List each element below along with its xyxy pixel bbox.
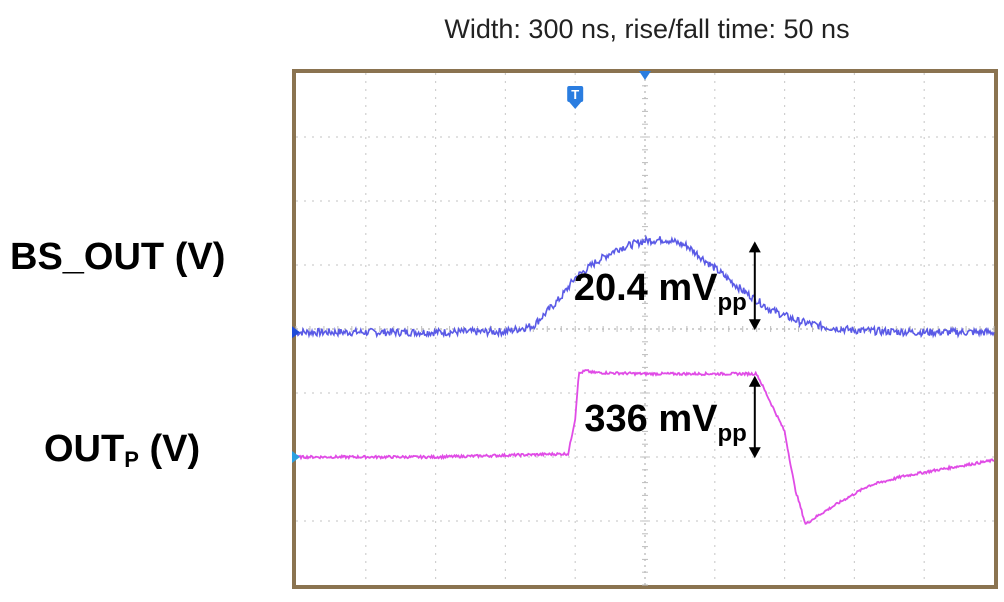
measurement-arrow-head-up (748, 375, 761, 387)
measurement-label-out-p: 336 mVpp (584, 398, 746, 447)
measurement-arrow-head-down (748, 319, 761, 331)
trigger-time-marker-tip (569, 102, 582, 109)
measurement-label-bs-out: 20.4 mVpp (574, 267, 747, 316)
trace-out-p (295, 369, 995, 525)
trace-bs-out (295, 234, 995, 339)
plot-markers: T (567, 71, 651, 109)
channel-level-marker (292, 326, 300, 339)
measurement-arrow-head-up (748, 241, 761, 253)
plot-annotations: 20.4 mVpp 336 mVpp (574, 241, 761, 459)
chart-title: Width: 300 ns, rise/fall time: 50 ns (444, 14, 850, 44)
trigger-position-marker (639, 71, 651, 80)
channel-label-bs-out: BS_OUT (V) (10, 236, 226, 278)
trigger-time-marker (567, 86, 584, 102)
channel-level-marker (292, 451, 300, 463)
plot-traces (292, 234, 995, 525)
measurement-arrow-head-down (748, 447, 761, 459)
trigger-marker-label: T (571, 87, 579, 102)
channel-label-out-p: OUTP (V) (44, 428, 201, 472)
